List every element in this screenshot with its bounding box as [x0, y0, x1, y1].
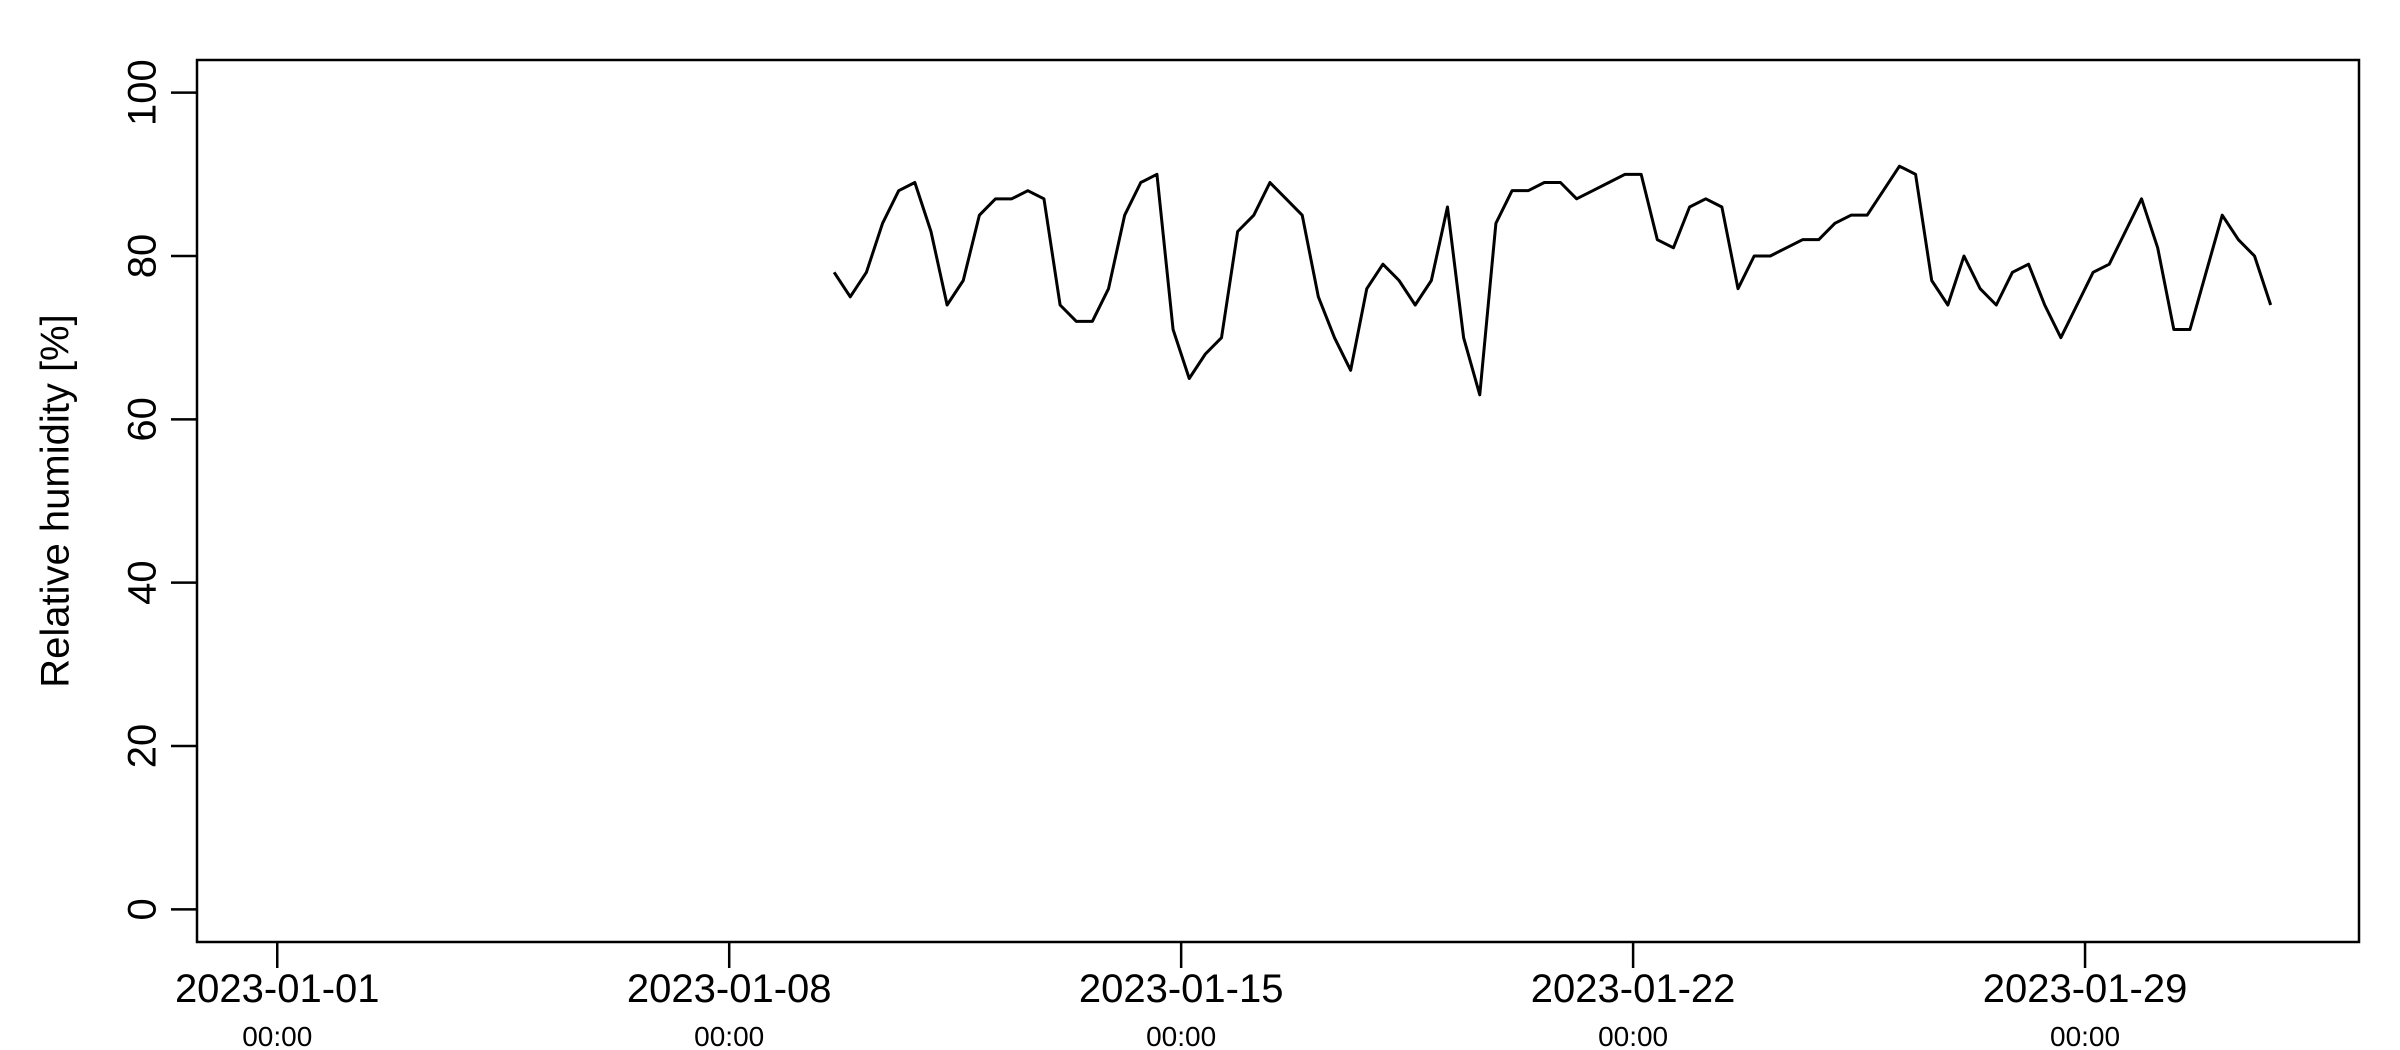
humidity-line [832, 164, 2273, 397]
plot-frame [195, 58, 2361, 944]
y-tick-label: 100 [121, 59, 165, 126]
x-tick-label: 2023-01-08 00:00 [627, 967, 832, 1050]
y-tick-label: 40 [121, 560, 165, 605]
x-tick-label: 2023-01-22 00:00 [1531, 967, 1736, 1050]
x-tick-label: 2023-01-01 00:00 [175, 967, 380, 1050]
y-tick-label: 80 [121, 234, 165, 279]
y-axis-title: Relative humidity [%] [34, 314, 78, 687]
y-tick-label: 60 [121, 397, 165, 442]
y-tick-label: 0 [121, 898, 165, 920]
x-tick-label: 2023-01-29 00:00 [1983, 967, 2188, 1050]
y-tick-label: 20 [121, 724, 165, 769]
x-tick-label: 2023-01-15 00:00 [1079, 967, 1284, 1050]
